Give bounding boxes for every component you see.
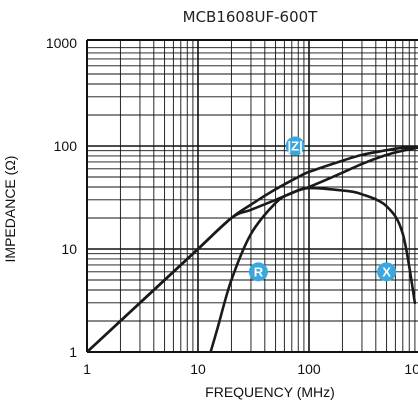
x-tick-label: 10 — [190, 361, 206, 377]
y-tick-label: 1 — [69, 344, 77, 360]
annotation-label: X — [382, 264, 391, 279]
annotation-label: R — [254, 264, 264, 279]
x-tick-label: 1 — [83, 361, 91, 377]
annotation-badge — [248, 262, 268, 282]
annotation-label: |Z| — [288, 139, 303, 154]
y-tick-label: 1000 — [46, 35, 77, 51]
x-tick-label: 1000 — [404, 361, 418, 377]
y-tick-label: 100 — [54, 138, 78, 154]
chart-title: MCB1608UF-600T — [182, 8, 318, 26]
x-axis-label: FREQUENCY (MHz) — [205, 384, 335, 400]
annotation-badge — [377, 262, 397, 282]
series-line-x — [87, 146, 418, 352]
annotation-badge — [285, 136, 305, 156]
y-tick-label: 10 — [61, 241, 77, 257]
x-tick-label: 100 — [297, 361, 321, 377]
